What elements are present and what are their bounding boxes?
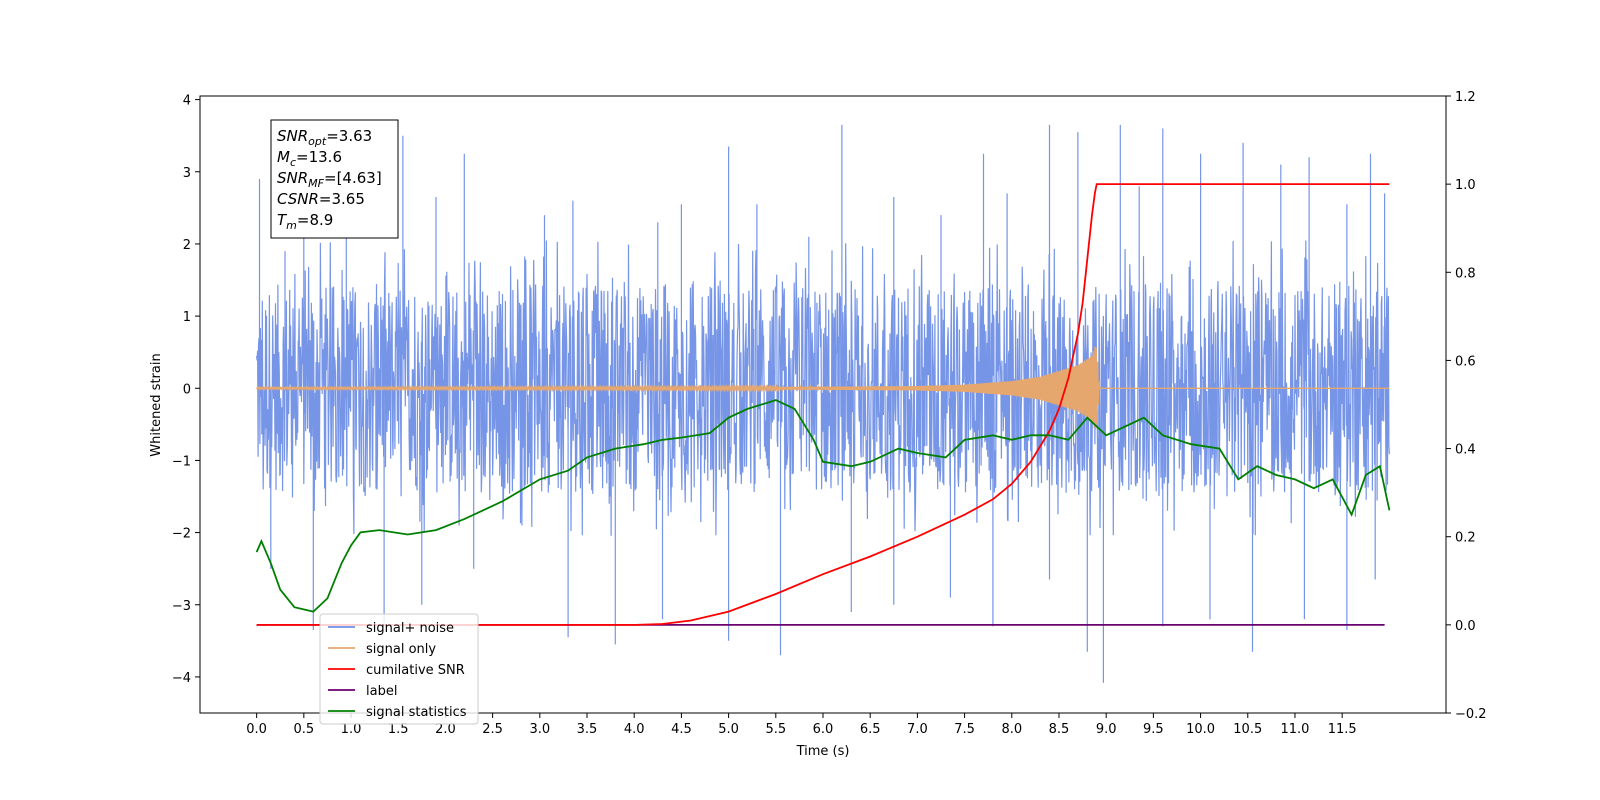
y2-tick-label: 0.8 bbox=[1455, 266, 1476, 281]
y2-tick-label: 0.0 bbox=[1455, 619, 1476, 634]
x-tick-label: 9.5 bbox=[1143, 722, 1164, 737]
x-tick-label: 2.5 bbox=[482, 722, 503, 737]
legend-label: signal statistics bbox=[366, 705, 467, 720]
y2-tick-label: 0.6 bbox=[1455, 354, 1476, 369]
x-tick-label: 1.0 bbox=[341, 722, 362, 737]
x-tick-label: 5.5 bbox=[765, 722, 786, 737]
x-tick-label: 8.5 bbox=[1049, 722, 1070, 737]
x-tick-label: 5.0 bbox=[718, 722, 739, 737]
y2-tick-label: 1.0 bbox=[1455, 178, 1476, 193]
series-signal-statistics bbox=[255, 399, 1391, 613]
y2-tick-label: −0.2 bbox=[1455, 707, 1487, 722]
annotation-line: SNRopt=3.63 bbox=[277, 127, 372, 148]
series-signal-only bbox=[256, 346, 1390, 430]
y-axis-label: Whitened strain bbox=[149, 353, 164, 456]
legend: signal+ noise signal only cumilative SNR la… bbox=[319, 613, 479, 725]
x-tick-label: 3.5 bbox=[577, 722, 598, 737]
annotation-frame bbox=[270, 119, 399, 239]
y-tick-label: 2 bbox=[183, 238, 191, 253]
legend-label: cumilative SNR bbox=[366, 663, 465, 678]
x-tick-label: 10.5 bbox=[1233, 722, 1262, 737]
annotation-line: Tm=8.9 bbox=[277, 211, 333, 232]
x-tick-label: 9.0 bbox=[1096, 722, 1117, 737]
legend-label: label bbox=[366, 684, 397, 699]
y-tick-label: 3 bbox=[183, 166, 191, 181]
axes-layer: 0.0 0.5 1.0 1.5 2.0 2.5 3.0 3.5 4.0 4.5 5.0 5.5 6.0 6… bbox=[172, 90, 1487, 737]
x-tick-label: 7.0 bbox=[907, 722, 928, 737]
x-tick-label: 10.0 bbox=[1186, 722, 1215, 737]
legend-label: signal only bbox=[366, 642, 436, 657]
x-tick-label: 4.5 bbox=[671, 722, 692, 737]
annotation-line: CSNR=3.65 bbox=[277, 190, 365, 208]
x-axis-label: Time (s) bbox=[796, 744, 850, 759]
x-tick-label: 4.0 bbox=[624, 722, 645, 737]
y-tick-label: 4 bbox=[183, 94, 191, 109]
y-tick-label: 1 bbox=[183, 310, 191, 325]
x-tick-label: 8.0 bbox=[1001, 722, 1022, 737]
x-tick-label: 0.0 bbox=[246, 722, 267, 737]
x-tick-label: 7.5 bbox=[954, 722, 975, 737]
x-tick-label: 11.0 bbox=[1280, 722, 1309, 737]
legend-label: signal+ noise bbox=[366, 621, 454, 636]
legend-frame bbox=[319, 613, 479, 725]
x-tick-label: 11.5 bbox=[1328, 722, 1357, 737]
x-tick-label: 6.5 bbox=[860, 722, 881, 737]
y-tick-label: −3 bbox=[172, 599, 191, 614]
x-tick-label: 0.5 bbox=[293, 722, 314, 737]
annotation-line: Mc=13.6 bbox=[277, 148, 342, 169]
series-signal-plus-noise bbox=[256, 124, 1390, 683]
y2-tick-label: 0.2 bbox=[1455, 531, 1476, 546]
plot-layer bbox=[255, 124, 1391, 683]
y-tick-label: −4 bbox=[172, 671, 191, 686]
annotation-line: SNRMF=[4.63] bbox=[277, 169, 382, 190]
y2-tick-label: 0.4 bbox=[1455, 443, 1476, 458]
x-tick-label: 2.0 bbox=[435, 722, 456, 737]
x-tick-label: 3.0 bbox=[529, 722, 550, 737]
x-tick-label: 1.5 bbox=[388, 722, 409, 737]
x-tick-label: 6.0 bbox=[813, 722, 834, 737]
series-cumulative-snr bbox=[256, 183, 1390, 626]
y-tick-label: −2 bbox=[172, 527, 191, 542]
y-tick-label: 0 bbox=[183, 382, 191, 397]
y-tick-label: −1 bbox=[172, 454, 191, 469]
y2-tick-label: 1.2 bbox=[1455, 90, 1476, 105]
